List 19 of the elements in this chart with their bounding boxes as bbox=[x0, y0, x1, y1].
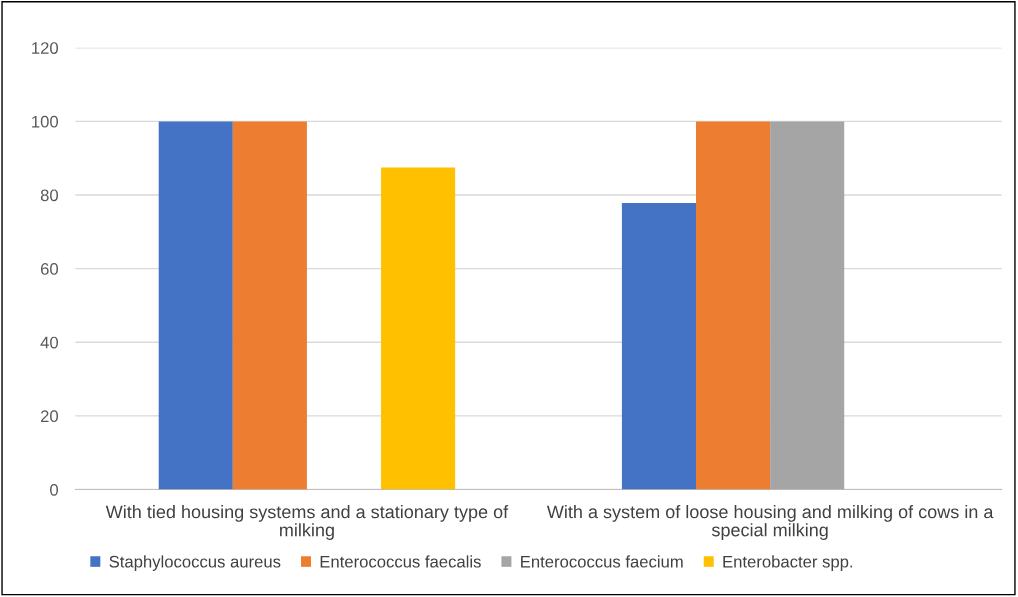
y-tick-label: 60 bbox=[40, 263, 59, 275]
bar bbox=[770, 121, 845, 490]
y-tick-label: 80 bbox=[40, 189, 59, 202]
y-tick-label: 100 bbox=[32, 115, 59, 128]
bar bbox=[158, 121, 233, 490]
x-tick-label: With tied housing systems and a stationary type of milking bbox=[105, 505, 509, 540]
bar bbox=[381, 167, 456, 490]
y-tick-label: 20 bbox=[40, 410, 59, 423]
bar bbox=[696, 121, 771, 490]
legend-label: Enterobacter spp. bbox=[723, 555, 853, 571]
y-tick-label: 0 bbox=[50, 483, 59, 496]
y-tick-label: 120 bbox=[32, 42, 59, 54]
bar bbox=[232, 121, 307, 490]
x-tick-label: With a system of loose housing and milking of cows in a special milking bbox=[546, 505, 994, 540]
bar bbox=[621, 203, 697, 490]
legend-label: Enterococcus faecium bbox=[521, 555, 683, 568]
y-tick-label: 40 bbox=[40, 336, 59, 349]
legend-label: Staphylococcus aureus bbox=[109, 555, 281, 571]
legend-label: Enterococcus faecalis bbox=[320, 555, 481, 568]
